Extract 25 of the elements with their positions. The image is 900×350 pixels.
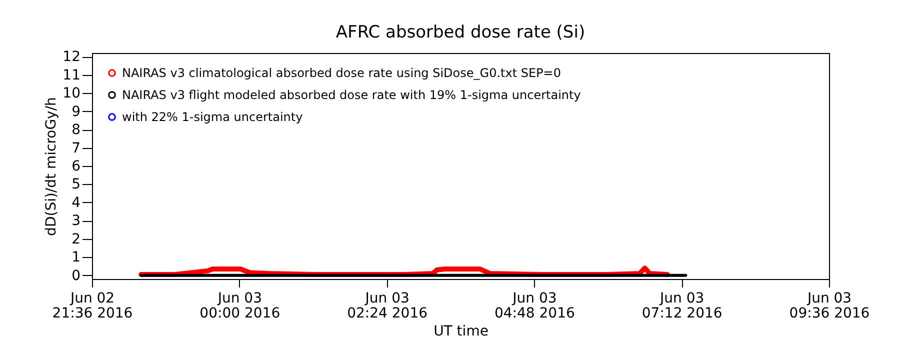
legend-label: NAIRAS v3 flight modeled absorbed dose rate with 19% 1-sigma uncertainty (122, 88, 581, 102)
x-axis-title: UT time (434, 324, 488, 340)
x-tick-label: Jun 03 07:12 2016 (642, 290, 722, 322)
y-tick-label: 10 (62, 86, 80, 102)
y-tick-label: 7 (72, 140, 80, 156)
y-tick-label: 12 (62, 49, 80, 66)
x-tick-label: Jun 02 21:36 2016 (52, 290, 133, 322)
x-tick-label: Jun 03 00:00 2016 (200, 290, 280, 322)
x-tick-label: Jun 03 09:36 2016 (789, 290, 870, 322)
legend-label: NAIRAS v3 climatological absorbed dose rate using SiDose_G0.txt SEP=0 (122, 66, 561, 80)
legend-label: with 22% 1-sigma uncertainty (122, 110, 303, 124)
x-tick-label: Jun 03 04:48 2016 (494, 290, 575, 322)
y-tick-label: 11 (62, 67, 80, 84)
x-tick-label: Jun 03 02:24 2016 (347, 290, 428, 322)
y-tick-label: 5 (72, 176, 80, 193)
y-tick-label: 4 (72, 194, 81, 211)
y-tick-label: 2 (72, 231, 80, 248)
y-tick-label: 8 (72, 122, 80, 138)
y-axis-title: dD(Si)/dt microGy/h (44, 97, 60, 236)
y-tick-label: 6 (72, 158, 81, 174)
y-tick-label: 3 (72, 213, 80, 230)
y-tick-label: 1 (72, 250, 80, 266)
y-tick-label: 9 (72, 104, 80, 120)
chart-title: AFRC absorbed dose rate (Si) (336, 22, 586, 43)
y-tick-label: 0 (72, 268, 80, 284)
